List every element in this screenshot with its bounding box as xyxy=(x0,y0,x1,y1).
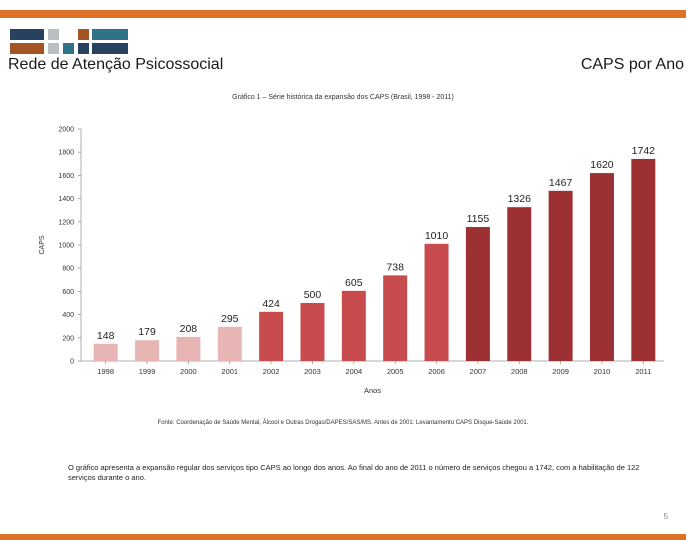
section-title: Rede de Atenção Psicossocial xyxy=(8,56,224,73)
x-tick-label: 2010 xyxy=(594,367,611,376)
y-tick-label: 1400 xyxy=(58,196,74,203)
bar xyxy=(465,227,490,361)
x-axis-label: Anos xyxy=(364,386,381,395)
slide-title: CAPS por Ano xyxy=(580,56,684,73)
page-number: 5 xyxy=(663,512,668,521)
logo-block xyxy=(92,29,128,40)
x-tick-label: 2006 xyxy=(428,367,445,376)
x-tick-label: 2009 xyxy=(552,367,569,376)
bar xyxy=(548,190,573,361)
bar xyxy=(383,275,408,361)
data-label: 1010 xyxy=(425,230,449,242)
y-tick-label: 0 xyxy=(70,359,74,366)
y-tick-label: 600 xyxy=(62,289,74,296)
data-label: 1742 xyxy=(632,145,656,157)
data-label: 179 xyxy=(138,326,156,338)
y-tick-label: 200 xyxy=(62,335,74,342)
data-label: 208 xyxy=(180,323,198,335)
bar xyxy=(176,336,201,361)
x-tick-label: 2005 xyxy=(387,367,404,376)
y-tick-label: 1200 xyxy=(58,219,74,226)
bar xyxy=(424,243,449,361)
logo-block xyxy=(78,43,89,54)
data-label: 424 xyxy=(262,298,280,310)
description-text: O gráfico apresenta a expansão regular d… xyxy=(68,463,640,482)
bar xyxy=(93,343,118,361)
y-tick-label: 1800 xyxy=(58,150,74,157)
y-tick-label: 1600 xyxy=(58,173,74,180)
bar xyxy=(259,311,284,361)
data-label: 1620 xyxy=(590,159,614,171)
bar xyxy=(135,340,160,361)
bar xyxy=(341,290,366,361)
x-tick-label: 2007 xyxy=(470,367,487,376)
y-tick-label: 800 xyxy=(62,266,74,273)
logo-block xyxy=(92,43,128,54)
logo-block xyxy=(48,29,59,40)
logo-block xyxy=(78,29,89,40)
x-tick-label: 2004 xyxy=(345,367,362,376)
chart-title: Gráfico 1 – Série histórica da expansão … xyxy=(232,94,454,101)
data-label: 500 xyxy=(304,289,322,301)
logo-block xyxy=(48,43,59,54)
bottom-accent-bar xyxy=(0,534,686,540)
x-tick-label: 2002 xyxy=(263,367,280,376)
logo-block xyxy=(63,43,74,54)
x-tick-label: 1998 xyxy=(97,367,114,376)
x-tick-label: 2000 xyxy=(180,367,197,376)
logo xyxy=(10,29,130,55)
data-label: 148 xyxy=(97,330,115,342)
bar xyxy=(300,303,325,361)
data-label: 1467 xyxy=(549,177,573,189)
top-accent-bar xyxy=(0,10,686,18)
data-label: 605 xyxy=(345,277,363,289)
logo-block xyxy=(10,29,44,40)
bar-chart: 0 200 400 600 800 1000 1200 1400 1600 1800 2000 CAP… xyxy=(39,127,664,395)
x-tick-label: 2011 xyxy=(635,367,651,376)
logo-block xyxy=(10,43,44,54)
data-label: 738 xyxy=(386,261,404,273)
data-label: 1155 xyxy=(467,213,490,225)
source-note: Fonte: Coordenação de Saúde Mental, Álco… xyxy=(157,420,529,426)
data-label: 1326 xyxy=(508,193,532,205)
y-tick-label: 1000 xyxy=(58,243,74,250)
data-label: 295 xyxy=(221,313,239,325)
x-tick-label: 2008 xyxy=(511,367,528,376)
x-tick-label: 1999 xyxy=(139,367,156,376)
x-tick-label: 2001 xyxy=(221,367,238,376)
x-tick-label: 2003 xyxy=(304,367,321,376)
y-axis-label: CAPS xyxy=(39,235,46,254)
bar xyxy=(631,158,656,361)
bar xyxy=(589,173,614,361)
y-tick-label: 2000 xyxy=(58,127,74,134)
bar xyxy=(217,326,242,361)
y-tick-label: 400 xyxy=(62,312,74,319)
bar xyxy=(507,207,532,361)
